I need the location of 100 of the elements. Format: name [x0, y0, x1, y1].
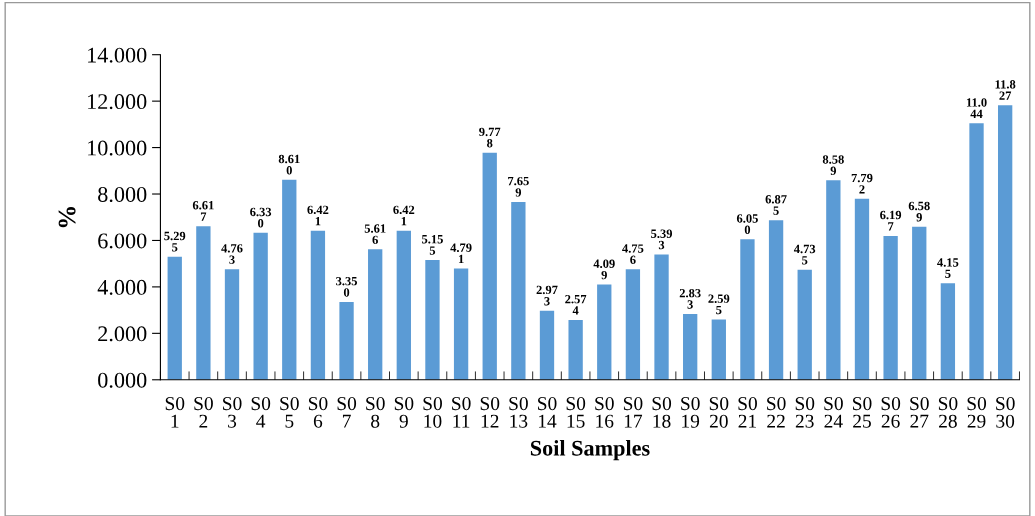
data-label: 5.616: [364, 224, 386, 245]
bar: [940, 283, 956, 380]
y-tick-label: 2.000: [98, 326, 147, 342]
data-label: 6.875: [765, 195, 787, 215]
data-label: 4.791: [450, 243, 472, 264]
x-tick-label: S0 7: [337, 397, 357, 428]
x-tick-label: S0 10: [423, 397, 442, 428]
bar: [740, 239, 755, 380]
x-tick-label: S0 9: [394, 397, 414, 428]
bar: [826, 180, 841, 380]
bar: [511, 201, 526, 380]
x-tick-label: S0 29: [967, 397, 987, 428]
data-label: 6.330: [250, 207, 272, 228]
y-tick-label: 8.000: [98, 186, 147, 203]
bar: [539, 310, 555, 380]
bar: [625, 269, 641, 380]
x-tick-label: S0 4: [251, 397, 271, 428]
y-tick-label: 4.000: [97, 279, 147, 295]
x-tick-label: S0 28: [938, 397, 958, 428]
bar: [969, 123, 984, 380]
bar: [282, 179, 297, 380]
data-label: 6.421: [393, 205, 415, 226]
data-label: 8.589: [822, 155, 844, 176]
x-tick-label: S0 22: [767, 397, 786, 428]
x-tick-label: S0 30: [996, 397, 1015, 428]
x-tick-label: S0 12: [480, 397, 500, 428]
data-label: 9.778: [479, 127, 501, 148]
bar: [711, 319, 726, 380]
bar: [253, 232, 268, 380]
data-label: 2.595: [708, 294, 730, 315]
y-tick-label: 10.000: [88, 140, 147, 156]
x-tick-label: S0 25: [853, 397, 872, 428]
y-tick-label: 14.000: [88, 47, 147, 63]
bar: [196, 226, 211, 380]
data-label: 4.735: [793, 244, 816, 265]
y-tick-label: 0.000: [98, 372, 147, 388]
data-label: 8.610: [278, 154, 300, 175]
data-label: 6.050: [736, 214, 758, 234]
bar: [883, 235, 898, 380]
data-label: 7.792: [851, 173, 873, 194]
data-label: 5.295: [164, 231, 186, 252]
x-tick-label: S0 20: [709, 397, 729, 428]
bar: [998, 105, 1013, 380]
x-tick-label: S0 23: [795, 397, 815, 428]
bar: [425, 260, 440, 380]
bar: [396, 230, 411, 380]
bar: [768, 220, 784, 380]
data-label: 4.756: [622, 244, 644, 265]
bar: [368, 249, 383, 380]
bar: [912, 226, 927, 380]
x-tick-label: S0 13: [509, 397, 528, 428]
y-axis-title: %: [58, 207, 76, 228]
x-tick-label: S0 1: [165, 397, 185, 428]
x-axis-title: Soil Samples: [530, 440, 650, 461]
data-label: 6.421: [307, 205, 329, 226]
bar: [854, 198, 870, 380]
y-tick-label: 6.000: [98, 233, 147, 249]
x-tick-label: S0 26: [881, 397, 901, 428]
bar: [797, 269, 812, 380]
x-tick-label: S0 18: [652, 397, 672, 428]
data-label: 4.763: [221, 244, 243, 264]
x-tick-label: S0 17: [623, 397, 643, 428]
x-tick-label: S0 21: [738, 397, 757, 428]
bar: [654, 254, 669, 380]
bar: [310, 230, 326, 380]
data-label: 11.827: [995, 80, 1016, 100]
x-tick-label: S0 8: [366, 397, 385, 428]
x-tick-label: S0 2: [194, 397, 213, 428]
x-tick-label: S0 6: [308, 397, 328, 428]
data-label: 6.197: [880, 210, 902, 231]
data-label: 2.973: [536, 285, 558, 306]
data-label: 2.574: [565, 294, 587, 315]
bar: [568, 320, 583, 380]
data-label: 6.617: [192, 201, 214, 221]
bar: [453, 268, 469, 380]
data-label: 3.350: [336, 276, 358, 297]
data-label: 5.155: [422, 235, 443, 255]
bar: [683, 313, 698, 380]
data-label: 4.099: [593, 259, 615, 280]
x-tick-label: S0 16: [595, 397, 614, 428]
x-tick-label: S0 3: [223, 397, 242, 428]
x-tick-label: S0 27: [910, 397, 929, 428]
data-label: 4.155: [937, 258, 959, 278]
data-label: 2.833: [679, 288, 701, 309]
bar: [339, 301, 354, 380]
y-tick-label: 12.000: [88, 94, 147, 110]
x-tick-label: S0 14: [538, 397, 557, 428]
bar: [224, 269, 240, 380]
data-label: 5.393: [651, 229, 673, 250]
x-tick-label: S0 11: [452, 397, 471, 428]
data-label: 7.659: [508, 176, 529, 197]
bar: [597, 284, 612, 380]
x-tick-label: S0 24: [824, 397, 843, 428]
x-tick-label: S0 15: [566, 397, 586, 428]
bar: [482, 152, 497, 380]
x-tick-label: S0 5: [280, 397, 299, 428]
x-tick-label: S0 19: [681, 397, 700, 428]
bar: [167, 256, 182, 380]
data-label: 11.044: [966, 98, 987, 118]
data-label: 6.589: [908, 201, 930, 222]
